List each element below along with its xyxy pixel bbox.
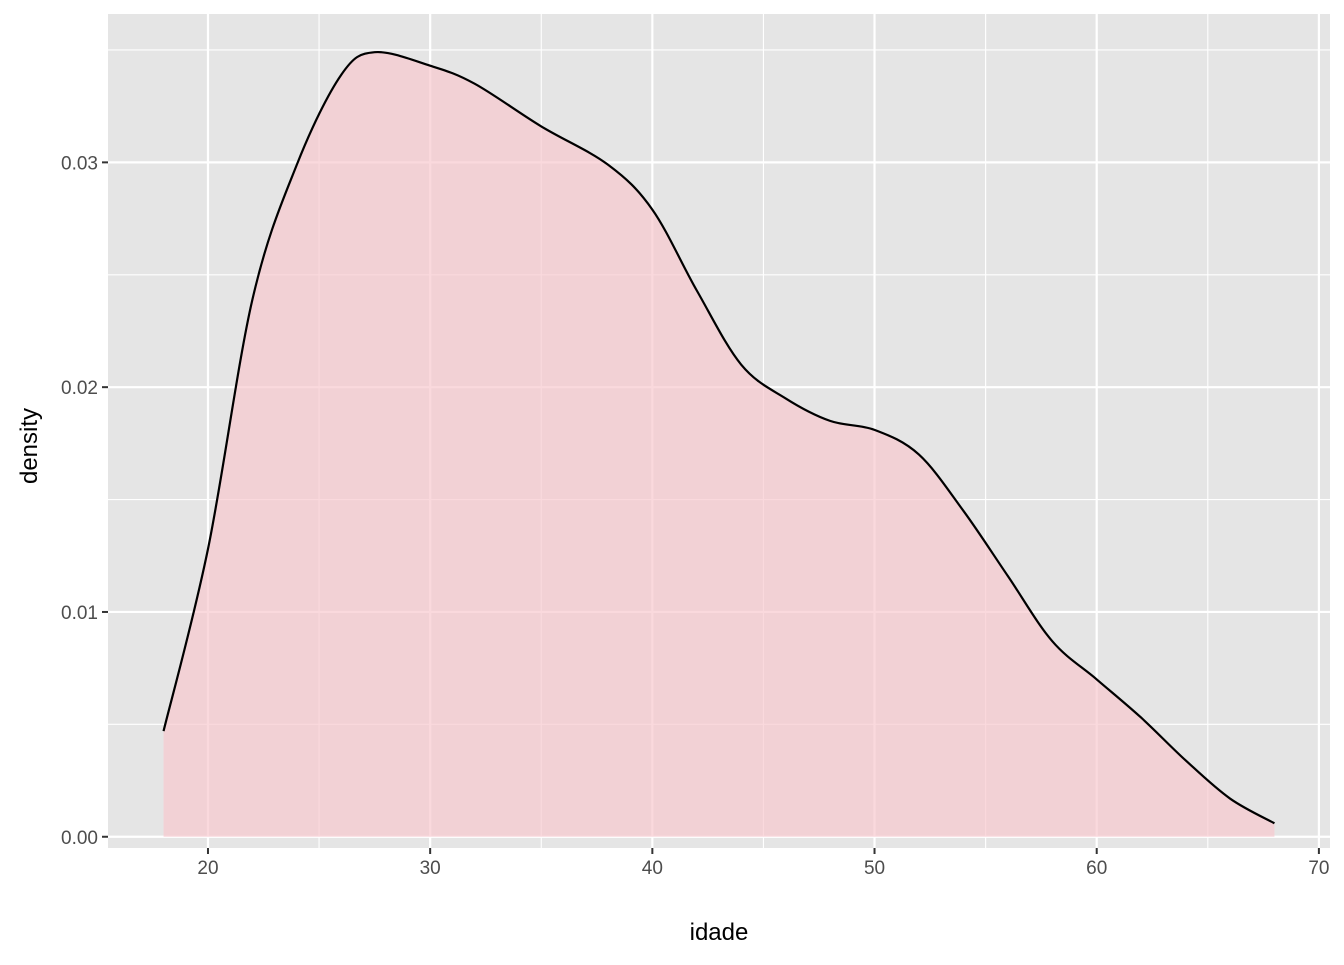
- y-tick-label: 0.03: [61, 153, 98, 174]
- x-tick-label: 20: [197, 858, 218, 879]
- x-tick-label: 70: [1308, 858, 1329, 879]
- y-axis-title: density: [16, 408, 43, 484]
- density-area: [163, 52, 1275, 837]
- y-tick-label: 0.02: [61, 378, 98, 399]
- y-tick-label: 0.01: [61, 603, 98, 624]
- density-line: [162, 51, 1275, 825]
- x-axis-title: idade: [690, 919, 749, 946]
- x-tick-label: 40: [642, 858, 663, 879]
- x-tick-label: 30: [420, 858, 441, 879]
- y-tick-label: 0.00: [61, 828, 98, 849]
- x-tick-label: 50: [864, 858, 885, 879]
- x-tick-label: 60: [1086, 858, 1107, 879]
